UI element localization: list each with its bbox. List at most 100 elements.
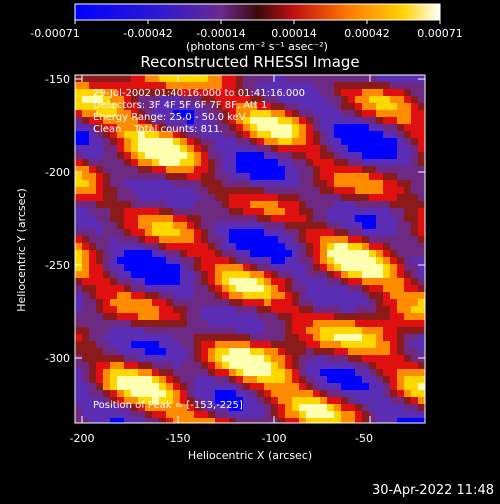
heatmap-cell xyxy=(243,201,251,209)
heatmap-cell xyxy=(82,404,90,412)
heatmap-cell xyxy=(89,313,97,321)
heatmap-cell xyxy=(306,82,314,90)
heatmap-cell xyxy=(75,313,83,321)
heatmap-cell xyxy=(138,250,146,258)
heatmap-cell xyxy=(201,341,209,349)
heatmap-cell xyxy=(390,75,398,83)
heatmap-cell xyxy=(348,180,356,188)
heatmap-cell xyxy=(278,362,286,370)
heatmap-cell xyxy=(390,152,398,160)
heatmap-cell xyxy=(306,96,314,104)
heatmap-cell xyxy=(250,180,258,188)
heatmap-cell xyxy=(369,334,377,342)
heatmap-cell xyxy=(285,341,293,349)
heatmap-cell xyxy=(404,110,412,118)
heatmap-cell xyxy=(397,89,405,97)
heatmap-cell xyxy=(320,110,328,118)
heatmap-cell xyxy=(194,341,202,349)
heatmap-cell xyxy=(292,404,300,412)
heatmap-cell xyxy=(229,236,237,244)
heatmap-cell xyxy=(82,376,90,384)
heatmap-cell xyxy=(215,96,223,104)
heatmap-cell xyxy=(117,306,125,314)
heatmap-cell xyxy=(390,236,398,244)
heatmap-cell xyxy=(138,313,146,321)
heatmap-cell xyxy=(215,404,223,412)
heatmap-cell xyxy=(187,355,195,363)
heatmap-cell xyxy=(299,348,307,356)
heatmap-cell xyxy=(222,166,230,174)
heatmap-cell xyxy=(278,285,286,293)
heatmap-cell xyxy=(299,152,307,160)
heatmap-cell xyxy=(257,313,265,321)
heatmap-cell xyxy=(362,285,370,293)
heatmap-cell xyxy=(250,166,258,174)
heatmap-cell xyxy=(201,390,209,398)
heatmap-cell xyxy=(397,397,405,405)
heatmap-cell xyxy=(383,117,391,125)
heatmap-cell xyxy=(110,82,118,90)
heatmap-cell xyxy=(264,201,272,209)
heatmap-cell xyxy=(124,285,132,293)
heatmap-cell xyxy=(131,285,139,293)
heatmap-cell xyxy=(257,110,265,118)
heatmap-cell xyxy=(96,159,104,167)
heatmap-cell xyxy=(257,250,265,258)
heatmap-cell xyxy=(152,194,160,202)
heatmap-cell xyxy=(369,159,377,167)
heatmap-cell xyxy=(390,411,398,419)
heatmap-cell xyxy=(117,124,125,132)
heatmap-cell xyxy=(124,222,132,230)
heatmap-cell xyxy=(334,96,342,104)
heatmap-cell xyxy=(75,362,83,370)
heatmap-cell xyxy=(229,159,237,167)
heatmap-cell xyxy=(124,299,132,307)
heatmap-cell xyxy=(285,82,293,90)
heatmap-cell xyxy=(159,229,167,237)
heatmap-cell xyxy=(250,173,258,181)
heatmap-cell xyxy=(236,390,244,398)
heatmap-cell xyxy=(292,243,300,251)
heatmap-cell xyxy=(131,271,139,279)
heatmap-cell xyxy=(166,341,174,349)
heatmap-cell xyxy=(257,369,265,377)
heatmap-cell xyxy=(145,236,153,244)
heatmap-cell xyxy=(236,145,244,153)
heatmap-cell xyxy=(397,278,405,286)
heatmap-cell xyxy=(152,299,160,307)
heatmap-cell xyxy=(292,257,300,265)
heatmap-cell xyxy=(418,327,425,335)
heatmap-cell xyxy=(110,390,118,398)
heatmap-cell xyxy=(152,271,160,279)
heatmap-cell xyxy=(75,138,83,146)
heatmap-cell xyxy=(390,264,398,272)
heatmap-cell xyxy=(117,250,125,258)
heatmap-cell xyxy=(285,264,293,272)
heatmap-cell xyxy=(222,250,230,258)
heatmap-cell xyxy=(117,236,125,244)
heatmap-cell xyxy=(180,257,188,265)
heatmap-cell xyxy=(404,348,412,356)
heatmap-cell xyxy=(138,103,146,111)
heatmap-cell xyxy=(390,124,398,132)
heatmap-cell xyxy=(201,257,209,265)
heatmap-cell xyxy=(138,82,146,90)
heatmap-cell xyxy=(75,306,83,314)
heatmap-cell xyxy=(131,159,139,167)
heatmap-cell xyxy=(243,75,251,83)
heatmap-cell xyxy=(138,131,146,139)
heatmap-cell xyxy=(89,159,97,167)
heatmap-cell xyxy=(75,299,83,307)
heatmap-cell xyxy=(180,229,188,237)
heatmap-cell xyxy=(110,271,118,279)
heatmap-cell xyxy=(110,397,118,405)
heatmap-cell xyxy=(278,271,286,279)
heatmap-cell xyxy=(257,397,265,405)
heatmap-cell xyxy=(257,131,265,139)
heatmap-cell xyxy=(201,278,209,286)
heatmap-cell xyxy=(250,264,258,272)
heatmap-cell xyxy=(418,418,425,423)
heatmap-cell xyxy=(369,124,377,132)
heatmap-cell xyxy=(215,313,223,321)
heatmap-cell xyxy=(397,348,405,356)
